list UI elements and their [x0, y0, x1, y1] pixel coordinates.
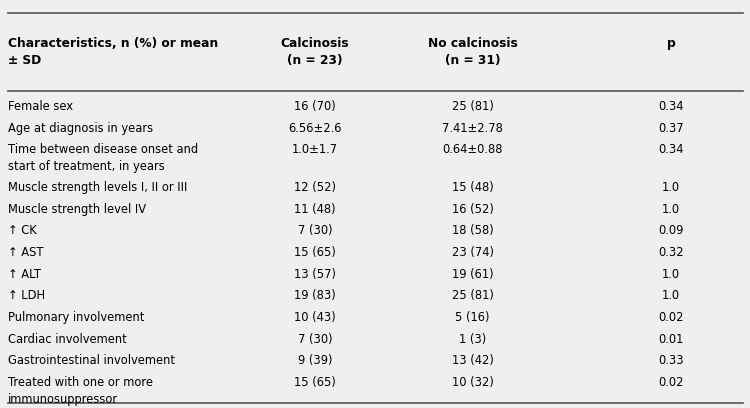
Text: Pulmonary involvement: Pulmonary involvement: [8, 311, 144, 324]
Text: Treated with one or more
immunosuppressor: Treated with one or more immunosuppresso…: [8, 376, 152, 406]
Text: 18 (58): 18 (58): [452, 224, 494, 237]
Text: 12 (52): 12 (52): [294, 181, 336, 194]
Text: 0.33: 0.33: [658, 354, 684, 367]
Text: 16 (52): 16 (52): [452, 203, 494, 216]
Text: 0.34: 0.34: [658, 143, 684, 156]
Text: 0.02: 0.02: [658, 376, 684, 389]
Text: ↑ ALT: ↑ ALT: [8, 268, 40, 281]
Text: Characteristics, n (%) or mean
± SD: Characteristics, n (%) or mean ± SD: [8, 37, 217, 67]
Text: 13 (42): 13 (42): [452, 354, 494, 367]
Text: Calcinosis
(n = 23): Calcinosis (n = 23): [280, 37, 350, 67]
Text: 9 (39): 9 (39): [298, 354, 332, 367]
Text: 11 (48): 11 (48): [294, 203, 336, 216]
Text: 7 (30): 7 (30): [298, 333, 332, 346]
Text: 15 (48): 15 (48): [452, 181, 494, 194]
Text: 7.41±2.78: 7.41±2.78: [442, 122, 503, 135]
Text: 0.34: 0.34: [658, 100, 684, 113]
Text: p: p: [667, 37, 676, 50]
Text: 19 (61): 19 (61): [452, 268, 494, 281]
Text: 1.0: 1.0: [662, 203, 680, 216]
Text: 10 (32): 10 (32): [452, 376, 494, 389]
Text: 1.0: 1.0: [662, 268, 680, 281]
Text: 10 (43): 10 (43): [294, 311, 336, 324]
Text: 16 (70): 16 (70): [294, 100, 336, 113]
Text: 1 (3): 1 (3): [459, 333, 486, 346]
Text: 19 (83): 19 (83): [294, 289, 336, 302]
Text: 25 (81): 25 (81): [452, 100, 494, 113]
Text: 25 (81): 25 (81): [452, 289, 494, 302]
Text: Time between disease onset and
start of treatment, in years: Time between disease onset and start of …: [8, 143, 198, 173]
Text: 1.0±1.7: 1.0±1.7: [292, 143, 338, 156]
Text: 1.0: 1.0: [662, 181, 680, 194]
Text: 0.09: 0.09: [658, 224, 684, 237]
Text: Muscle strength level IV: Muscle strength level IV: [8, 203, 146, 216]
Text: 7 (30): 7 (30): [298, 224, 332, 237]
Text: Female sex: Female sex: [8, 100, 73, 113]
Text: 23 (74): 23 (74): [452, 246, 494, 259]
Text: 15 (65): 15 (65): [294, 246, 336, 259]
Text: Age at diagnosis in years: Age at diagnosis in years: [8, 122, 153, 135]
Text: 0.32: 0.32: [658, 246, 684, 259]
Text: 0.37: 0.37: [658, 122, 684, 135]
Text: ↑ CK: ↑ CK: [8, 224, 36, 237]
Text: 13 (57): 13 (57): [294, 268, 336, 281]
Text: Muscle strength levels I, II or III: Muscle strength levels I, II or III: [8, 181, 187, 194]
Text: 1.0: 1.0: [662, 289, 680, 302]
Text: Cardiac involvement: Cardiac involvement: [8, 333, 126, 346]
Text: 0.02: 0.02: [658, 311, 684, 324]
Text: No calcinosis
(n = 31): No calcinosis (n = 31): [427, 37, 518, 67]
Text: 5 (16): 5 (16): [455, 311, 490, 324]
Text: ↑ LDH: ↑ LDH: [8, 289, 45, 302]
Text: 0.64±0.88: 0.64±0.88: [442, 143, 503, 156]
Text: Gastrointestinal involvement: Gastrointestinal involvement: [8, 354, 175, 367]
Text: 0.01: 0.01: [658, 333, 684, 346]
Text: 15 (65): 15 (65): [294, 376, 336, 389]
Text: ↑ AST: ↑ AST: [8, 246, 43, 259]
Text: 6.56±2.6: 6.56±2.6: [288, 122, 342, 135]
